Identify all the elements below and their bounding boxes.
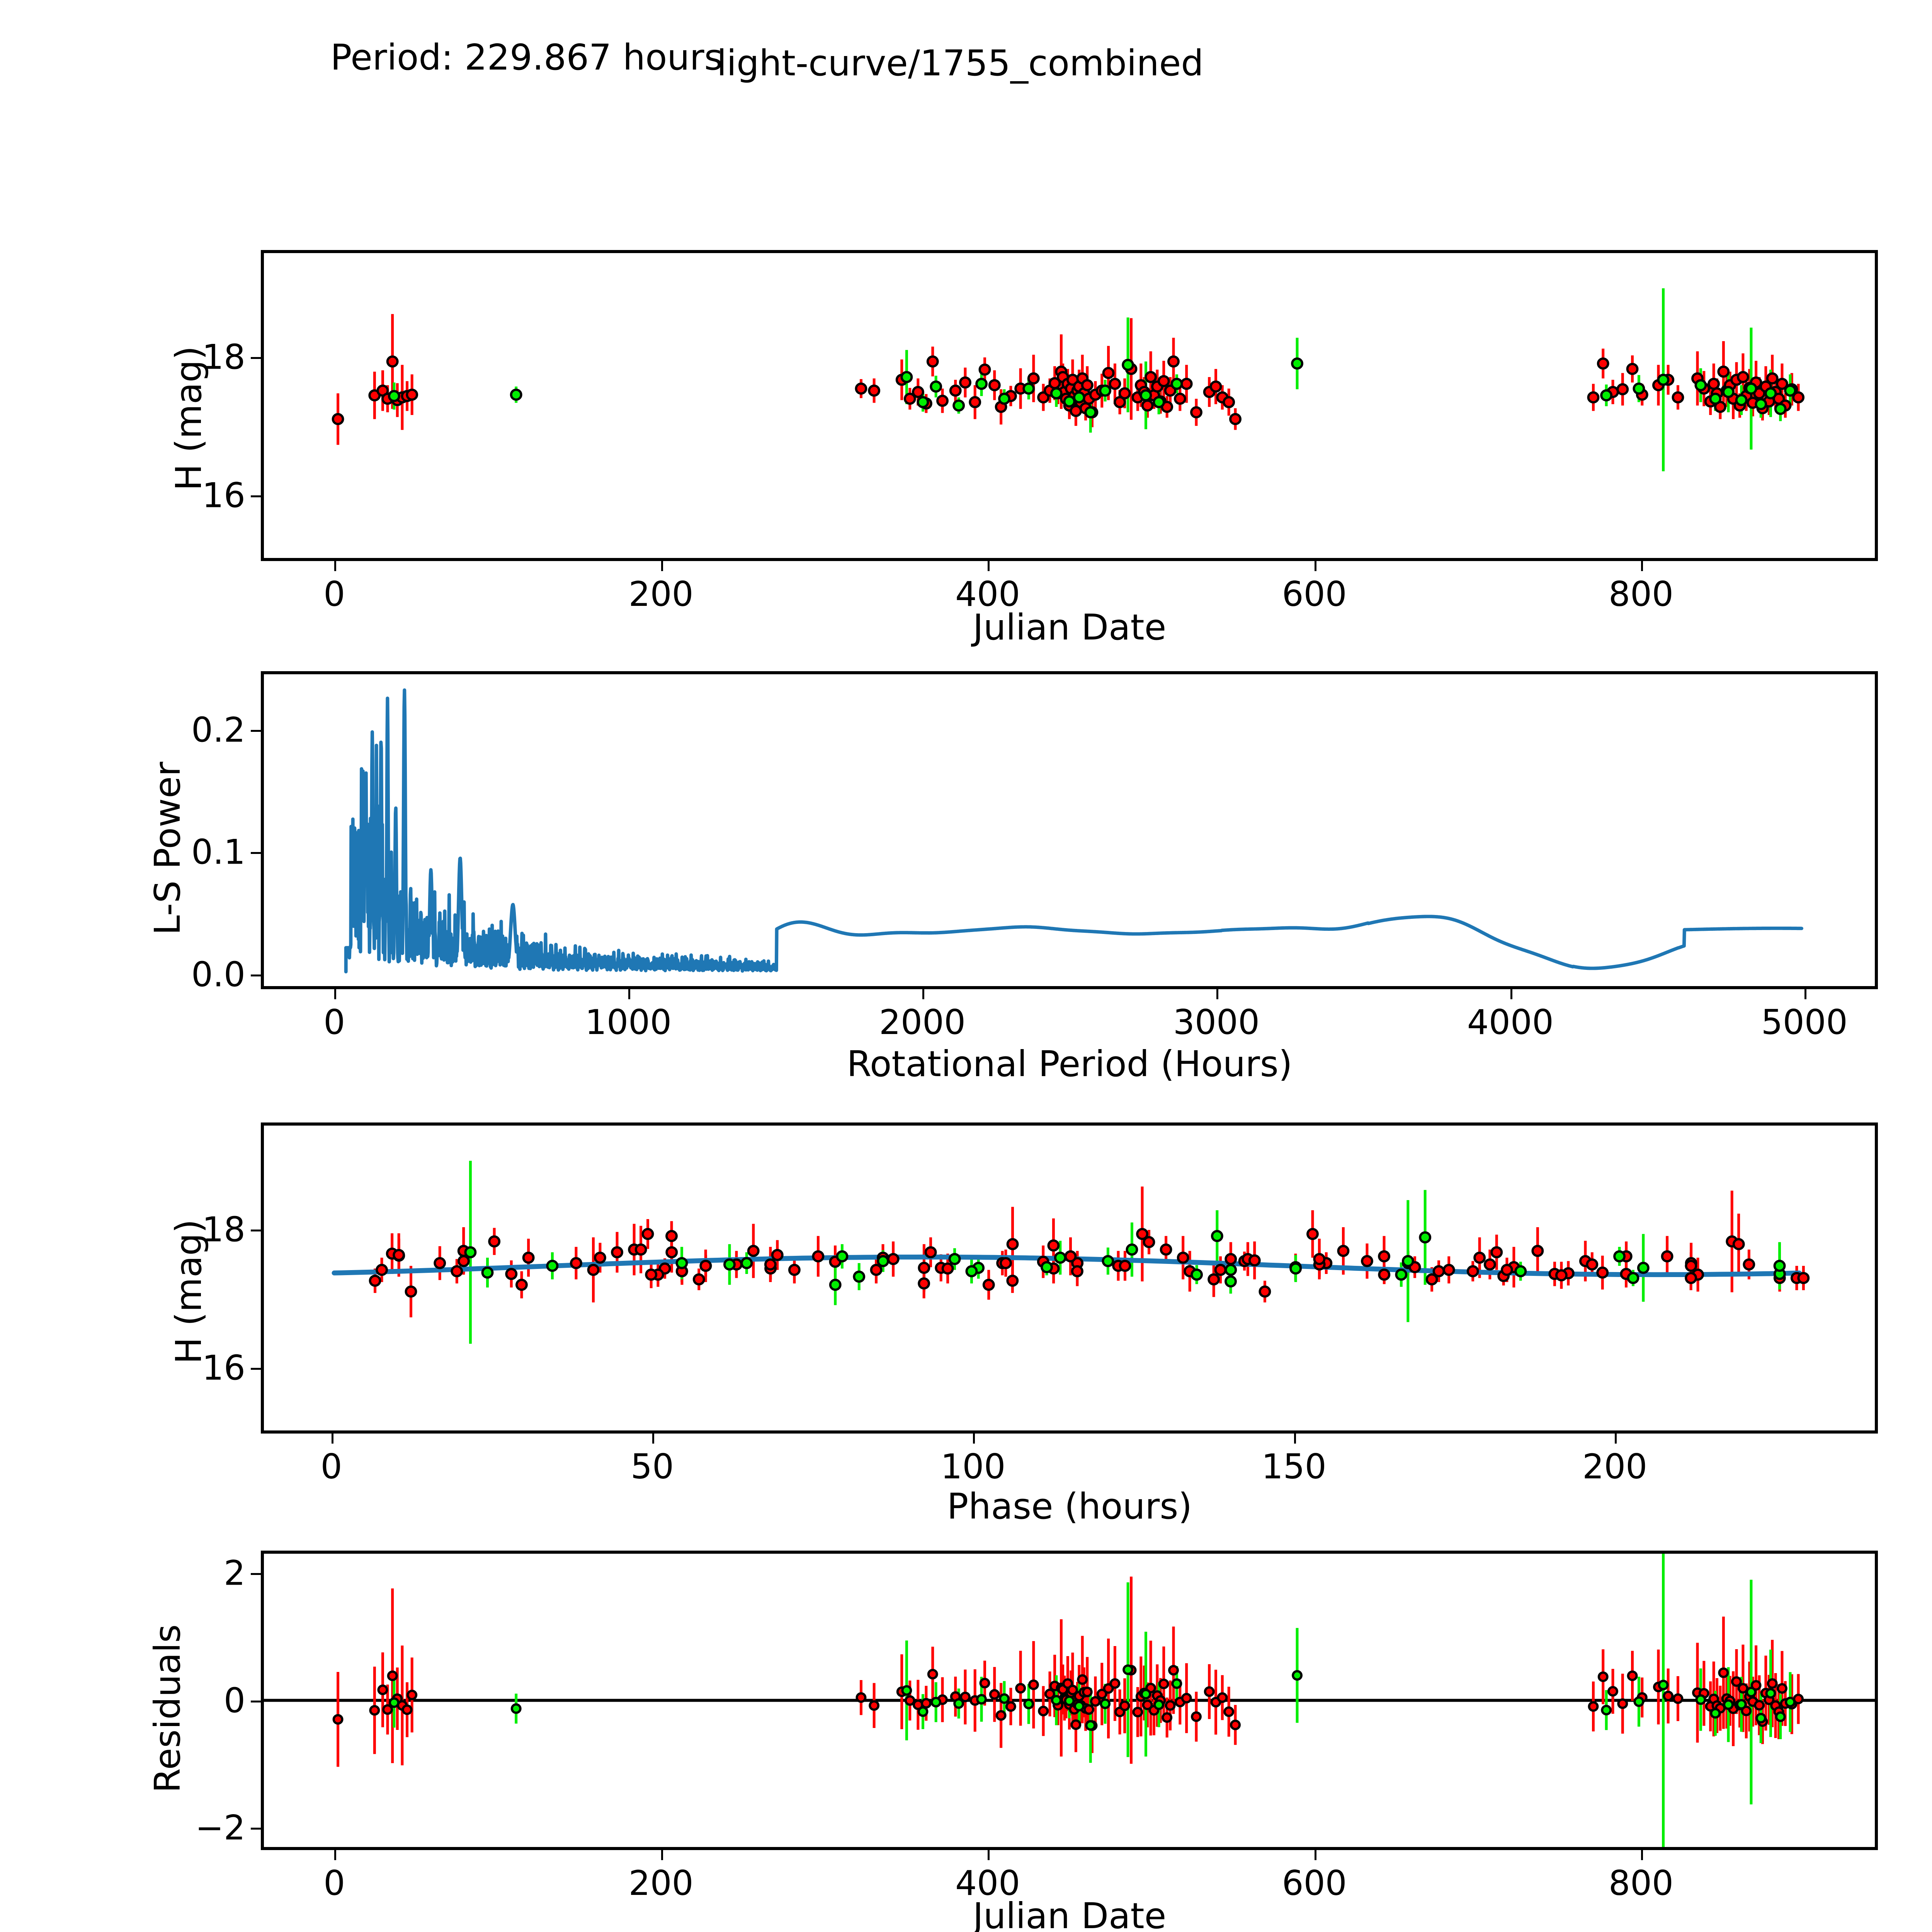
x-tick-mark <box>1294 1434 1296 1444</box>
x-tick-mark <box>1804 989 1806 999</box>
x-tick-label: 600 <box>1282 574 1347 614</box>
x-tick-mark <box>1615 1434 1617 1444</box>
x-tick-mark <box>1510 989 1512 999</box>
y-tick-mark <box>251 1368 261 1370</box>
residuals-xlabel: Julian Date <box>973 1895 1167 1932</box>
x-tick-mark <box>652 1434 655 1444</box>
x-tick-label: 50 <box>631 1447 674 1486</box>
y-tick-mark <box>251 852 261 854</box>
figure-suptitle: Period: 229.867 hours <box>330 37 723 78</box>
y-tick-mark <box>251 1573 261 1575</box>
y-tick-mark <box>251 975 261 976</box>
panel-phase <box>261 1122 1878 1434</box>
residuals-ylabel: Residuals <box>147 1624 188 1793</box>
x-tick-mark <box>922 989 925 999</box>
periodogram-xlabel: Rotational Period (Hours) <box>847 1043 1293 1085</box>
periodogram-ylabel: L-S Power <box>147 762 188 935</box>
y-tick-mark <box>251 1700 261 1702</box>
y-tick-label: 0.2 <box>191 710 245 750</box>
x-tick-label: 400 <box>955 1863 1020 1903</box>
x-tick-label: 100 <box>940 1447 1006 1486</box>
x-tick-label: 2000 <box>879 1002 966 1042</box>
y-tick-label: 16 <box>202 1348 245 1388</box>
x-tick-label: 0 <box>323 1863 345 1903</box>
y-tick-mark <box>251 495 261 498</box>
x-tick-mark <box>661 1850 663 1860</box>
y-tick-label: 16 <box>202 475 245 515</box>
x-tick-label: 150 <box>1261 1447 1327 1486</box>
x-tick-mark <box>334 1850 337 1860</box>
x-tick-mark <box>1314 561 1316 571</box>
lightcurve-plot-area <box>332 288 1805 471</box>
x-tick-label: 800 <box>1609 574 1674 614</box>
x-tick-label: 600 <box>1282 1863 1347 1903</box>
x-tick-mark <box>988 561 990 571</box>
x-tick-label: 400 <box>955 574 1020 614</box>
y-tick-label: 0.1 <box>191 832 245 872</box>
y-tick-mark <box>251 357 261 359</box>
x-tick-label: 800 <box>1609 1863 1674 1903</box>
x-tick-mark <box>334 561 337 571</box>
x-tick-label: 200 <box>1582 1447 1648 1486</box>
x-tick-mark <box>988 1850 990 1860</box>
x-tick-label: 0 <box>320 1447 342 1486</box>
x-tick-label: 5000 <box>1761 1002 1848 1042</box>
x-tick-label: 4000 <box>1467 1002 1554 1042</box>
y-tick-label: 18 <box>202 337 245 377</box>
panel-residuals <box>261 1551 1878 1850</box>
y-tick-mark <box>251 1828 261 1830</box>
x-tick-mark <box>331 1434 333 1444</box>
x-tick-mark <box>1314 1850 1316 1860</box>
phase-plot-area <box>332 1161 1810 1344</box>
x-tick-label: 1000 <box>585 1002 672 1042</box>
x-tick-mark <box>334 989 337 999</box>
x-tick-mark <box>661 561 663 571</box>
phase-xlabel: Phase (hours) <box>947 1486 1192 1527</box>
periodogram-plot-area <box>344 688 1804 974</box>
x-tick-mark <box>973 1434 975 1444</box>
x-tick-label: 0 <box>323 1002 345 1042</box>
x-tick-label: 0 <box>323 574 345 614</box>
x-tick-mark <box>1216 989 1218 999</box>
x-tick-mark <box>628 989 631 999</box>
panel-periodogram <box>261 671 1878 989</box>
y-tick-label: 18 <box>202 1209 245 1250</box>
y-tick-label: 0 <box>224 1680 245 1720</box>
x-tick-mark <box>1641 561 1643 571</box>
lightcurve-xlabel: Julian Date <box>973 607 1167 648</box>
y-tick-mark <box>251 730 261 732</box>
y-tick-label: −2 <box>195 1808 245 1848</box>
y-tick-mark <box>251 1230 261 1232</box>
residuals-plot-area <box>264 1554 1875 1847</box>
x-tick-label: 200 <box>628 1863 694 1903</box>
y-tick-label: 2 <box>224 1553 245 1593</box>
y-tick-label: 0.0 <box>191 954 245 995</box>
x-tick-mark <box>1641 1850 1643 1860</box>
x-tick-label: 200 <box>628 574 694 614</box>
axes-title: light-curve/1755_combined <box>717 43 1204 84</box>
panel-lightcurve <box>261 250 1878 561</box>
x-tick-label: 3000 <box>1173 1002 1260 1042</box>
